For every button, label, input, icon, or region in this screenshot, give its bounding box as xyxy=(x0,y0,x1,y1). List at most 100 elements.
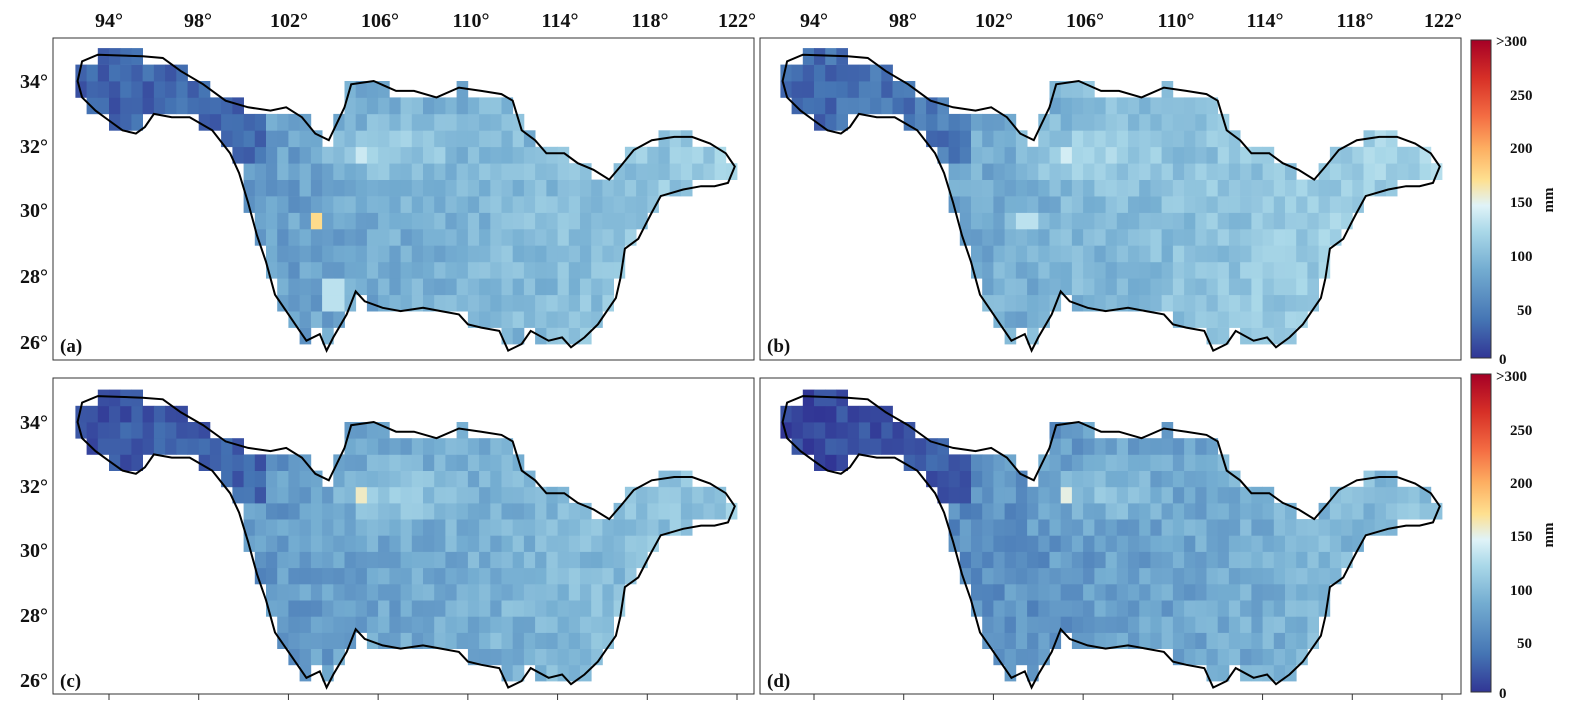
grid-cell xyxy=(1128,470,1140,488)
grid-cell xyxy=(982,535,994,552)
longitude-axis-left: 94° 98° 102° 106° 110° 114° 118° 122° xyxy=(95,10,756,32)
grid-cell xyxy=(1128,163,1140,180)
grid-cell xyxy=(1004,294,1017,312)
grid-cell xyxy=(479,294,491,312)
grid-cell xyxy=(1004,470,1017,488)
grid-cell xyxy=(557,600,570,617)
grid-cell xyxy=(1273,327,1286,345)
grid-cell xyxy=(243,179,256,197)
grid-cell xyxy=(423,130,435,148)
grid-cell xyxy=(490,294,502,312)
grid-cell xyxy=(378,81,390,98)
grid-cell xyxy=(1128,616,1140,633)
grid-cell xyxy=(1228,294,1241,312)
grid-cell xyxy=(1262,648,1275,666)
grid-cell xyxy=(467,438,480,455)
grid-cell xyxy=(836,64,848,82)
grid-cell xyxy=(333,146,345,164)
grid-cell xyxy=(400,245,413,263)
grid-cell xyxy=(535,212,547,230)
grid-cell xyxy=(400,486,413,504)
grid-cell xyxy=(490,196,502,213)
grid-cell xyxy=(1116,146,1129,164)
grid-cell xyxy=(1195,470,1207,488)
grid-cell xyxy=(423,97,435,115)
grid-cell xyxy=(870,422,882,439)
grid-cell xyxy=(198,454,211,471)
grid-cell xyxy=(1116,179,1129,197)
grid-cell xyxy=(232,486,244,504)
grid-cell xyxy=(535,519,547,536)
grid-cell xyxy=(1228,196,1241,213)
grid-cell xyxy=(277,130,289,148)
grid-cell xyxy=(434,551,446,569)
grid-cell xyxy=(613,245,626,263)
grid-cell xyxy=(490,486,502,504)
grid-cell xyxy=(602,196,614,213)
grid-cell xyxy=(1329,212,1342,230)
grid-cell xyxy=(580,600,592,617)
grid-cell xyxy=(692,163,704,180)
grid-cell xyxy=(86,97,99,115)
grid-cell xyxy=(1172,196,1185,213)
grid-cell xyxy=(445,245,457,263)
grid-cell xyxy=(937,130,949,148)
grid-cell xyxy=(411,551,424,569)
grid-cell xyxy=(1318,245,1331,263)
grid-cell xyxy=(1385,163,1398,180)
grid-cell xyxy=(1116,486,1129,504)
grid-cell xyxy=(1004,567,1017,585)
grid-cell xyxy=(423,502,435,520)
grid-cell xyxy=(1105,502,1118,520)
grid-cell xyxy=(1060,551,1073,569)
grid-cell xyxy=(1184,486,1196,504)
grid-cell xyxy=(1341,535,1353,552)
grid-cell xyxy=(512,163,525,180)
grid-cell xyxy=(344,519,357,536)
grid-cell xyxy=(1015,130,1028,148)
grid-cell xyxy=(1228,616,1241,633)
colorbar-unit: mm xyxy=(1541,187,1557,212)
grid-cell xyxy=(512,551,525,569)
grid-cell xyxy=(647,196,659,213)
grid-cell xyxy=(86,405,99,423)
grid-cell xyxy=(1217,551,1230,569)
grid-cell xyxy=(1385,486,1398,504)
grid-cell xyxy=(1240,261,1252,279)
grid-cell xyxy=(1105,600,1118,617)
grid-cell xyxy=(411,130,424,148)
grid-cell xyxy=(389,551,401,569)
grid-cell xyxy=(378,196,390,213)
grid-cell xyxy=(254,454,267,471)
grid-cell xyxy=(344,616,357,633)
grid-cell xyxy=(993,470,1005,488)
grid-cell xyxy=(1206,535,1219,552)
grid-cell xyxy=(982,196,994,213)
grid-cell xyxy=(993,454,1005,471)
grid-cell xyxy=(366,567,379,585)
grid-cell xyxy=(366,245,379,263)
grid-cell xyxy=(1273,535,1286,552)
grid-cell xyxy=(1150,130,1162,148)
grid-cell xyxy=(1049,454,1062,471)
grid-cell xyxy=(479,97,491,115)
grid-cell xyxy=(1172,146,1185,164)
grid-cell xyxy=(1139,245,1151,263)
grid-cell xyxy=(1184,470,1196,488)
grid-cell xyxy=(1083,163,1095,180)
grid-cell xyxy=(1374,470,1387,488)
grid-cell xyxy=(1374,146,1387,164)
grid-cell xyxy=(1139,535,1151,552)
longitude-axis-right: 94° 98° 102° 106° 110° 114° 118° 122° xyxy=(800,10,1462,32)
grid-cell xyxy=(1318,567,1331,585)
grid-cell xyxy=(322,228,334,246)
grid-cell xyxy=(333,470,345,488)
grid-cell xyxy=(1105,294,1118,312)
grid-cell xyxy=(254,486,267,504)
grid-cell xyxy=(959,130,972,148)
grid-cell xyxy=(959,228,972,246)
grid-cell xyxy=(512,179,525,197)
grid-cell xyxy=(1083,179,1095,197)
longitude-label: 118° xyxy=(1337,10,1374,32)
grid-cell xyxy=(1318,519,1331,536)
